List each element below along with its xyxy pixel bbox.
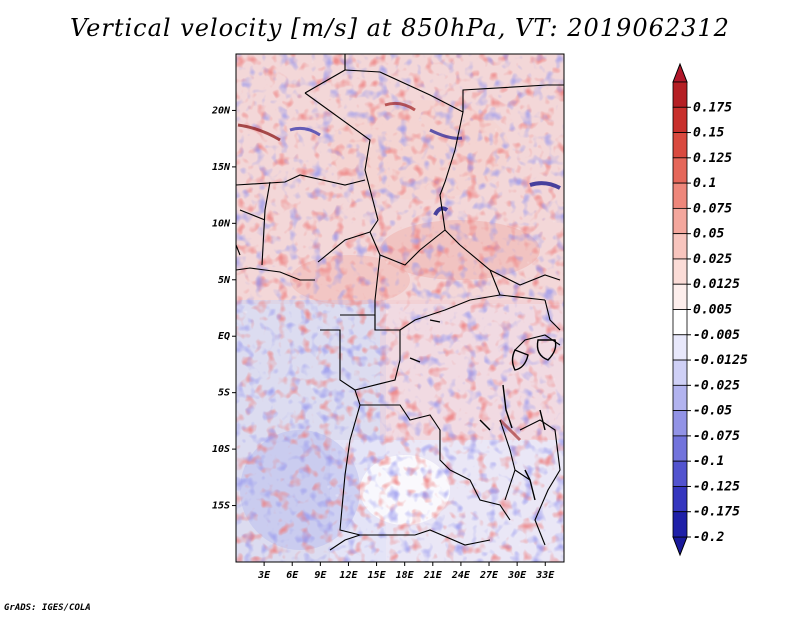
colorbar-swatch (672, 157, 688, 184)
x-tick-label: 9E (314, 570, 327, 581)
colorbar-label: 0.005 (693, 303, 732, 318)
y-tick-label: 5S (218, 388, 230, 399)
colorbar-swatch (672, 435, 688, 462)
colorbar-swatch (672, 258, 688, 285)
colorbar-swatch (672, 283, 688, 310)
colorbar-swatch (672, 106, 688, 133)
colorbar: 0.175 0.15 0.125 0.1 0.075 0.05 0.025 0.0125 0.0… (672, 62, 748, 557)
country-borders (236, 54, 564, 551)
colorbar-top-arrow (672, 62, 688, 83)
y-tick-label: 10S (212, 444, 230, 455)
lakes (409, 319, 557, 501)
vertical-velocity-field (236, 54, 564, 562)
y-tick-label: 10N (212, 218, 231, 229)
colorbar-label: 0.175 (693, 100, 732, 115)
x-tick-label: 6E (286, 570, 299, 581)
colorbar-label: -0.2 (693, 530, 724, 545)
x-tick-label: 21E (423, 570, 443, 581)
colorbar-swatch (672, 486, 688, 513)
y-tick-label: 5N (218, 275, 231, 286)
y-tick-label: 15S (212, 501, 230, 512)
colorbar-swatch (672, 132, 688, 159)
colorbar-swatch (672, 384, 688, 412)
colorbar-swatch (672, 511, 688, 538)
x-tick-label: 27E (479, 570, 499, 581)
colorbar-label: -0.125 (693, 479, 740, 494)
colorbar-swatch (672, 410, 688, 437)
colorbar-label: -0.1 (693, 454, 724, 469)
colorbar-swatch (672, 182, 688, 209)
colorbar-swatch (672, 207, 688, 235)
x-tick-label: 3E (257, 570, 271, 581)
colorbar-label: -0.005 (693, 328, 740, 343)
y-tick-label: 20N (211, 105, 231, 116)
colorbar-label: 0.0125 (693, 277, 740, 292)
colorbar-label: 0.075 (693, 201, 732, 216)
colorbar-label: -0.075 (693, 429, 740, 444)
colorbar-label: 0.15 (693, 126, 724, 141)
colorbar-label: 0.125 (693, 151, 732, 166)
x-tick-label: 12E (339, 570, 358, 581)
axis-ticks: 3E 6E 9E 12E 15E 18E 21E 24E 27E 30E 33E 20N 15N 10N 5… (211, 105, 555, 581)
colorbar-label: 0.025 (693, 252, 732, 267)
colorbar-label: -0.0125 (693, 353, 748, 368)
colorbar-bottom-arrow (672, 536, 688, 557)
colorbar-swatch (672, 334, 688, 361)
map-title: Vertical velocity [m/s] at 850hPa, VT: 2… (70, 14, 730, 42)
grads-credit: GrADS: IGES/COLA (4, 603, 91, 613)
colorbar-swatch (672, 460, 688, 487)
colorbar-label: -0.025 (693, 378, 740, 393)
colorbar-swatch (672, 81, 688, 108)
x-tick-label: 33E (535, 570, 555, 581)
colorbar-swatch (672, 359, 688, 386)
plot-frame (235, 53, 565, 563)
colorbar-label: 0.1 (693, 176, 716, 191)
colorbar-swatch (672, 309, 688, 336)
colorbar-label: -0.175 (693, 505, 740, 520)
colorbar-label: 0.05 (693, 227, 724, 242)
x-tick-label: 18E (396, 570, 415, 581)
colorbar-label: -0.05 (693, 404, 732, 419)
x-tick-label: 24E (451, 570, 471, 581)
colorbar-swatch (672, 233, 688, 260)
x-tick-label: 15E (368, 570, 387, 581)
x-tick-label: 30E (507, 570, 527, 581)
y-tick-label: 15N (212, 162, 231, 173)
y-tick-label: EQ (218, 331, 230, 342)
